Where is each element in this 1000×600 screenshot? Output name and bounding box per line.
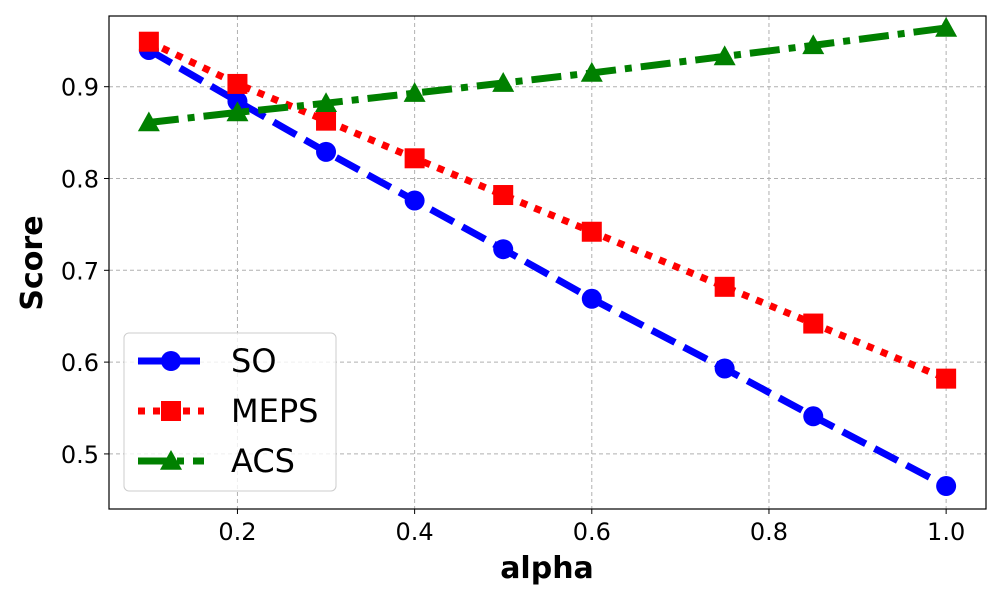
y-tick-label: 0.8 — [61, 165, 99, 193]
series-acs — [137, 16, 958, 132]
series-line-meps — [147, 38, 948, 382]
data-point-so — [493, 239, 514, 260]
data-point-meps — [936, 368, 957, 389]
data-point-meps — [493, 185, 514, 206]
data-point-so — [227, 91, 248, 112]
data-point-acs — [713, 45, 736, 66]
legend: SO MEPS ACS — [123, 332, 337, 492]
legend-label-meps: MEPS — [231, 392, 318, 430]
axis-ticks: 0.2 0.4 0.6 0.8 1.0 0.5 0.6 0.7 0.8 0.9 — [61, 74, 965, 546]
series-meps — [138, 31, 957, 389]
data-point-so — [803, 406, 824, 427]
data-point-meps — [714, 276, 735, 297]
y-tick-label: 0.7 — [61, 257, 99, 285]
x-tick-label: 0.2 — [218, 518, 256, 546]
x-tick-label: 0.4 — [396, 518, 434, 546]
data-point-acs — [935, 16, 958, 37]
legend-marker-acs — [160, 450, 182, 470]
data-point-meps — [803, 313, 824, 334]
series-so — [138, 39, 957, 497]
data-point-acs — [580, 61, 603, 82]
data-point-meps — [581, 221, 602, 242]
x-tick-label: 1.0 — [927, 518, 965, 546]
legend-marker-so — [161, 351, 181, 371]
plot-frame — [108, 15, 987, 510]
data-point-meps — [404, 148, 425, 169]
data-point-so — [936, 476, 957, 497]
data-point-so — [714, 358, 735, 379]
data-point-acs — [802, 34, 825, 55]
data-point-so — [581, 288, 602, 309]
series-layer — [137, 16, 958, 497]
x-tick-label: 0.6 — [573, 518, 611, 546]
legend-label-acs: ACS — [231, 442, 295, 480]
series-line-acs — [148, 24, 947, 126]
data-point-acs — [137, 111, 160, 132]
data-point-acs — [315, 92, 338, 113]
data-point-so — [316, 141, 337, 162]
y-tick-label: 0.5 — [61, 441, 99, 469]
y-axis-label: Score — [15, 215, 50, 310]
data-point-acs — [492, 72, 515, 92]
legend-marker-meps — [161, 401, 181, 421]
legend-box — [123, 332, 337, 492]
data-point-so — [404, 190, 425, 211]
y-tick-label: 0.9 — [61, 74, 99, 102]
grid-lines — [109, 16, 986, 509]
data-point-meps — [138, 31, 159, 52]
x-axis-label: alpha — [500, 551, 594, 586]
data-point-acs — [403, 82, 426, 102]
legend-label-so: SO — [231, 342, 277, 380]
data-point-meps — [316, 110, 337, 131]
data-point-meps — [227, 73, 248, 94]
y-tick-label: 0.6 — [61, 349, 99, 377]
data-point-acs — [226, 101, 249, 122]
x-tick-label: 0.8 — [750, 518, 788, 546]
